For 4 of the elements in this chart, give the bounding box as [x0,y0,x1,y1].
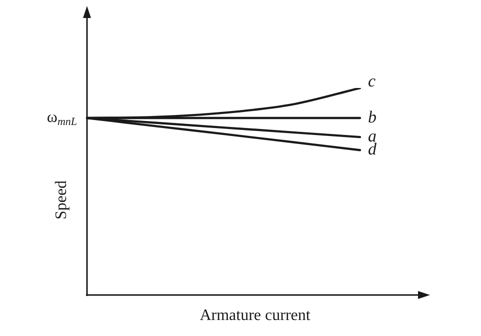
y-axis-title: Speed [53,180,70,220]
series-label: c [368,71,376,90]
x-axis-title: Armature current [200,307,311,324]
series-label: b [368,107,376,126]
